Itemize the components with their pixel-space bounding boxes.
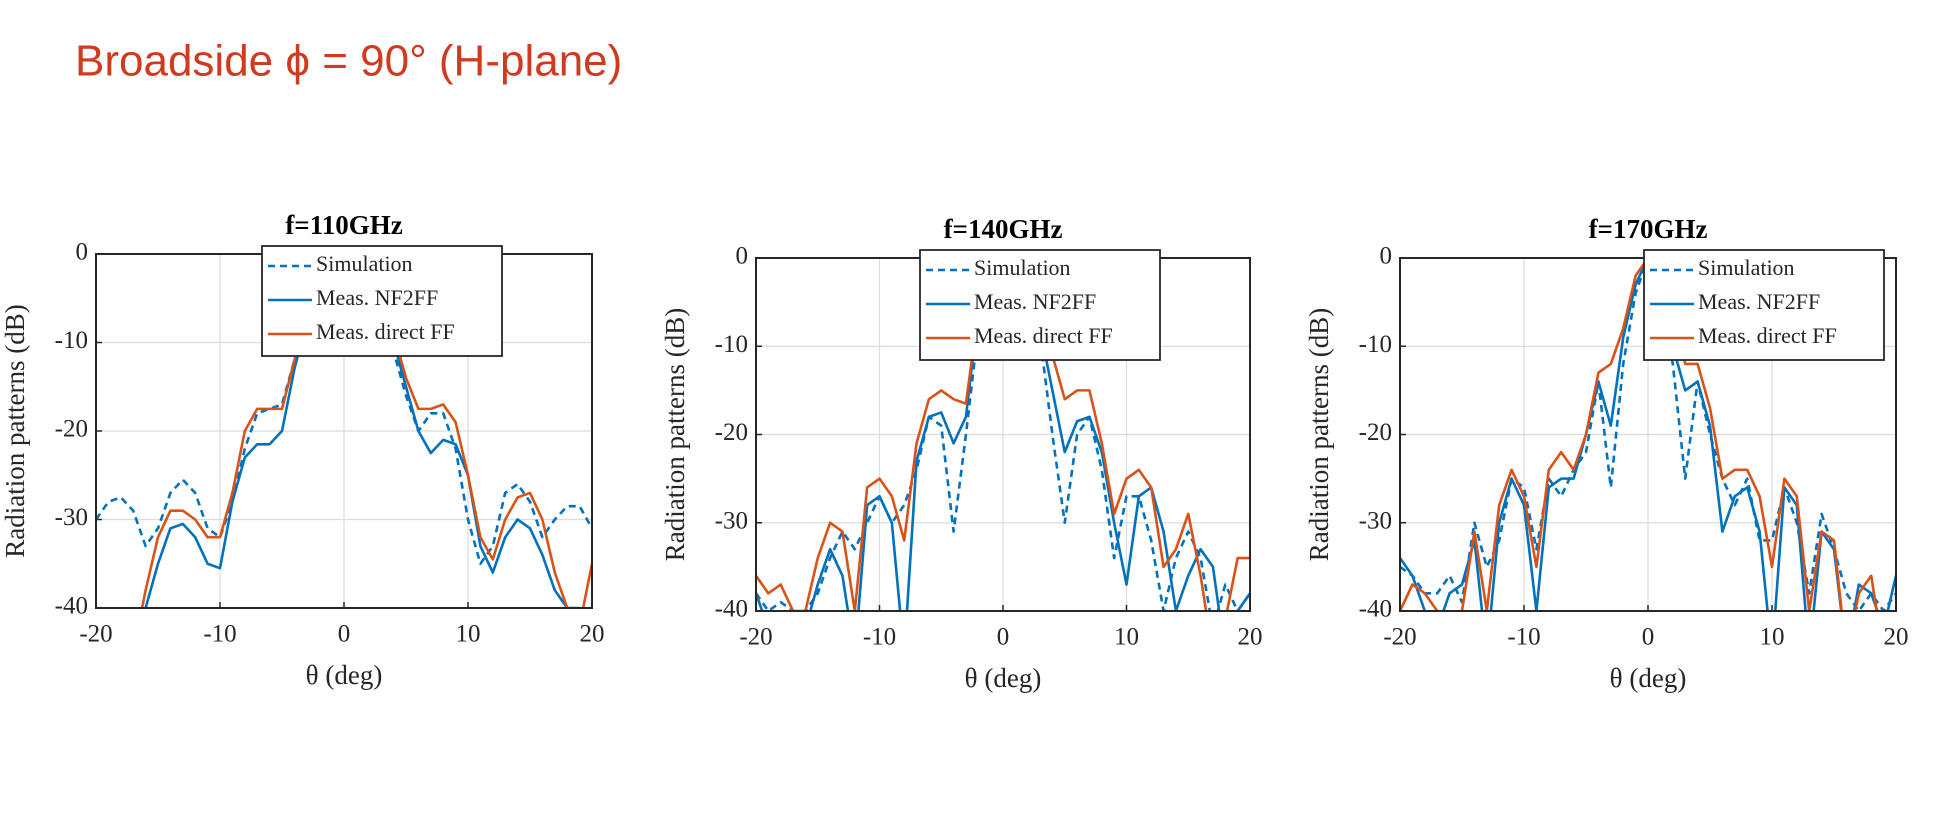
series-line — [1400, 258, 1896, 611]
y-tick-label: -20 — [715, 419, 748, 446]
y-tick-label: -30 — [1359, 507, 1392, 534]
y-tick-label: 0 — [1380, 243, 1393, 270]
chart: -20 -10 0 10 20 0 -10 -20 -30 -40 f=170GHz θ (deg) R… — [1304, 214, 1908, 693]
x-tick-label: 20 — [1884, 624, 1909, 651]
x-tick-label: 10 — [1760, 624, 1785, 651]
x-tick-label: -20 — [1383, 624, 1416, 651]
legend-label: Meas. direct FF — [974, 323, 1113, 348]
x-tick-label: 0 — [338, 621, 351, 648]
legend: Simulation Meas. NF2FF Meas. direct FF — [919, 249, 1161, 361]
x-axis-label: θ (deg) — [306, 660, 383, 690]
legend-label: Simulation — [1698, 255, 1795, 280]
x-axis-label: θ (deg) — [1610, 663, 1687, 693]
chart: -20 -10 0 10 20 0 -10 -20 -30 -40 f=140GHz θ (deg) R… — [660, 214, 1262, 693]
legend-label: Meas. NF2FF — [974, 289, 1096, 314]
series-line — [756, 258, 1250, 611]
x-tick-label: 20 — [580, 621, 605, 648]
x-tick-label: -10 — [1507, 624, 1540, 651]
y-axis-label: Radiation patterns (dB) — [1304, 308, 1334, 561]
y-tick-label: -30 — [715, 507, 748, 534]
series-line — [96, 254, 592, 566]
legend-label: Meas. NF2FF — [316, 285, 438, 310]
x-tick-label: -10 — [863, 624, 896, 651]
y-axis-label: Radiation patterns (dB) — [660, 308, 690, 561]
legend-label: Meas. direct FF — [1698, 323, 1837, 348]
series-line — [96, 254, 592, 608]
chart-title: f=140GHz — [944, 214, 1063, 244]
series-line — [1400, 258, 1896, 611]
y-axis-label: Radiation patterns (dB) — [0, 304, 30, 557]
legend-label: Simulation — [316, 251, 413, 276]
x-tick-label: 0 — [1642, 624, 1655, 651]
y-tick-label: -40 — [55, 593, 88, 620]
legend: Simulation Meas. NF2FF Meas. direct FF — [261, 245, 503, 357]
legend-label: Meas. direct FF — [316, 319, 455, 344]
x-tick-label: -10 — [203, 621, 236, 648]
y-tick-label: 0 — [736, 243, 749, 270]
legend: Simulation Meas. NF2FF Meas. direct FF — [1643, 249, 1885, 361]
slide-title: Broadside ϕ = 90° (H-plane) — [75, 37, 622, 86]
y-tick-label: -40 — [1359, 596, 1392, 623]
legend-label: Meas. NF2FF — [1698, 289, 1820, 314]
lines — [96, 254, 592, 608]
y-tick-label: -20 — [1359, 419, 1392, 446]
x-tick-label: 20 — [1238, 624, 1263, 651]
chart-title: f=170GHz — [1589, 214, 1708, 244]
chart-title: f=110GHz — [285, 210, 402, 240]
x-tick-label: -20 — [739, 624, 772, 651]
x-tick-label: -20 — [79, 621, 112, 648]
y-tick-label: -10 — [1359, 331, 1392, 358]
x-tick-label: 10 — [1114, 624, 1139, 651]
y-tick-label: 0 — [76, 239, 89, 266]
y-tick-label: -40 — [715, 596, 748, 623]
x-axis-label: θ (deg) — [965, 663, 1042, 693]
y-tick-label: -10 — [715, 331, 748, 358]
legend-label: Simulation — [974, 255, 1071, 280]
x-tick-label: 0 — [997, 624, 1010, 651]
x-tick-label: 10 — [456, 621, 481, 648]
y-tick-label: -10 — [55, 327, 88, 354]
chart: -20 -10 0 10 20 0 -10 -20 -30 -40 f=110GHz θ (deg) R… — [0, 210, 604, 690]
series-line — [144, 254, 582, 608]
y-tick-label: -30 — [55, 504, 88, 531]
y-tick-label: -20 — [55, 416, 88, 443]
lines — [1400, 258, 1896, 611]
